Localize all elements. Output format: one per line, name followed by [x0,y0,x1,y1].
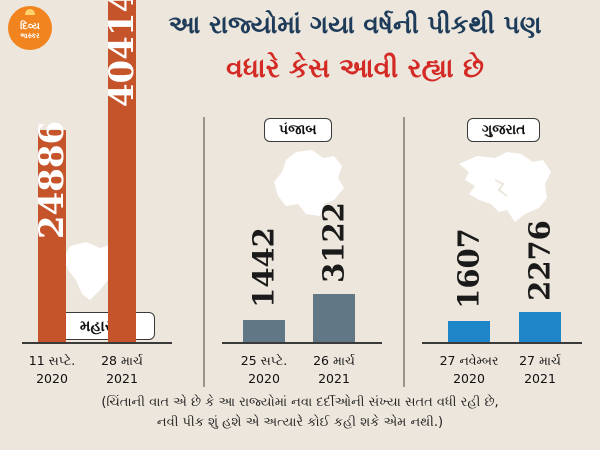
gujarat-bar-1 [448,320,490,342]
maharashtra-value-label-1: 24886 [32,120,72,240]
logo-line-2: ભાસ્કર [20,31,40,40]
baseline-punjab [222,342,382,344]
panel-divider [203,117,205,387]
sun-icon [25,9,35,15]
x-label-line: 2020 [248,371,280,387]
x-label-line: 27 માર્ચ [519,353,561,368]
gujarat-map-icon [459,152,551,222]
x-label-line: 11 સપ્ટે. [28,353,76,368]
panel-divider [403,117,405,387]
maharashtra-bar-2 [108,0,136,342]
x-label-line: 28 માર્ચ [101,353,143,368]
gujarat-value-label-2: 2276 [522,219,557,301]
x-label-line: 2021 [318,371,350,387]
punjab-x-label-2: 26 માર્ચ 2021 [289,352,379,388]
x-label-line: 2021 [106,371,138,387]
punjab-bar-2 [313,294,355,342]
gujarat-value-label-1: 1607 [451,228,486,310]
footer-line-1: (ચિંતાની વાત એ છે કે આ રાજ્યોમાં નવા દર્… [101,395,499,410]
divya-bhaskar-logo: દિવ્ય ભાસ્કર [8,6,52,50]
gujarat-x-label-1: 27 નવેમ્બર 2020 [424,352,514,388]
gujarat-bar-2 [519,312,561,342]
x-label-line: 27 નવેમ્બર [439,353,499,368]
x-label-line: 2020 [36,371,68,387]
baseline-maharashtra [22,342,172,344]
gujarat-header: ગુજરાત [467,118,541,142]
x-label-line: 25 સપ્ટે. [240,353,288,368]
x-label-line: 2021 [524,371,556,387]
maharashtra-x-label-2: 28 માર્ચ 2021 [77,352,167,388]
title-line-2: વધારે કેસ આવી રહ્યા છે [226,53,484,84]
title-line-1: આ રાજ્યોમાં ગયા વર્ષની પીકથી પણ [168,10,542,39]
maharashtra-x-label-1: 11 સપ્ટે. 2020 [7,352,97,388]
gujarat-x-label-2: 27 માર્ચ 2021 [495,352,585,388]
maharashtra-label: મહારાષ્ટ્ર [55,312,155,340]
punjab-header: પંજાબ [264,118,332,142]
maharashtra-value-label-2: 40414 [102,0,142,108]
maharashtra-bar-1 [38,129,66,342]
punjab-map-icon [274,150,344,216]
punjab-x-label-1: 25 સપ્ટે. 2020 [219,352,309,388]
footer-line-2: નવી પીક શું હશે એ અત્યારે કોઈ કહી શકે એમ… [156,414,444,430]
x-label-line: 26 માર્ચ [313,353,355,368]
punjab-value-label-1: 1442 [246,227,281,309]
punjab-bar-1 [243,319,285,342]
punjab-value-label-2: 3122 [316,201,351,283]
logo-line-1: દિવ્ય [20,21,40,33]
x-label-line: 2020 [453,371,485,387]
footer-note: (ચિંતાની વાત એ છે કે આ રાજ્યોમાં નવા દર્… [0,393,600,432]
baseline-gujarat [422,342,582,344]
